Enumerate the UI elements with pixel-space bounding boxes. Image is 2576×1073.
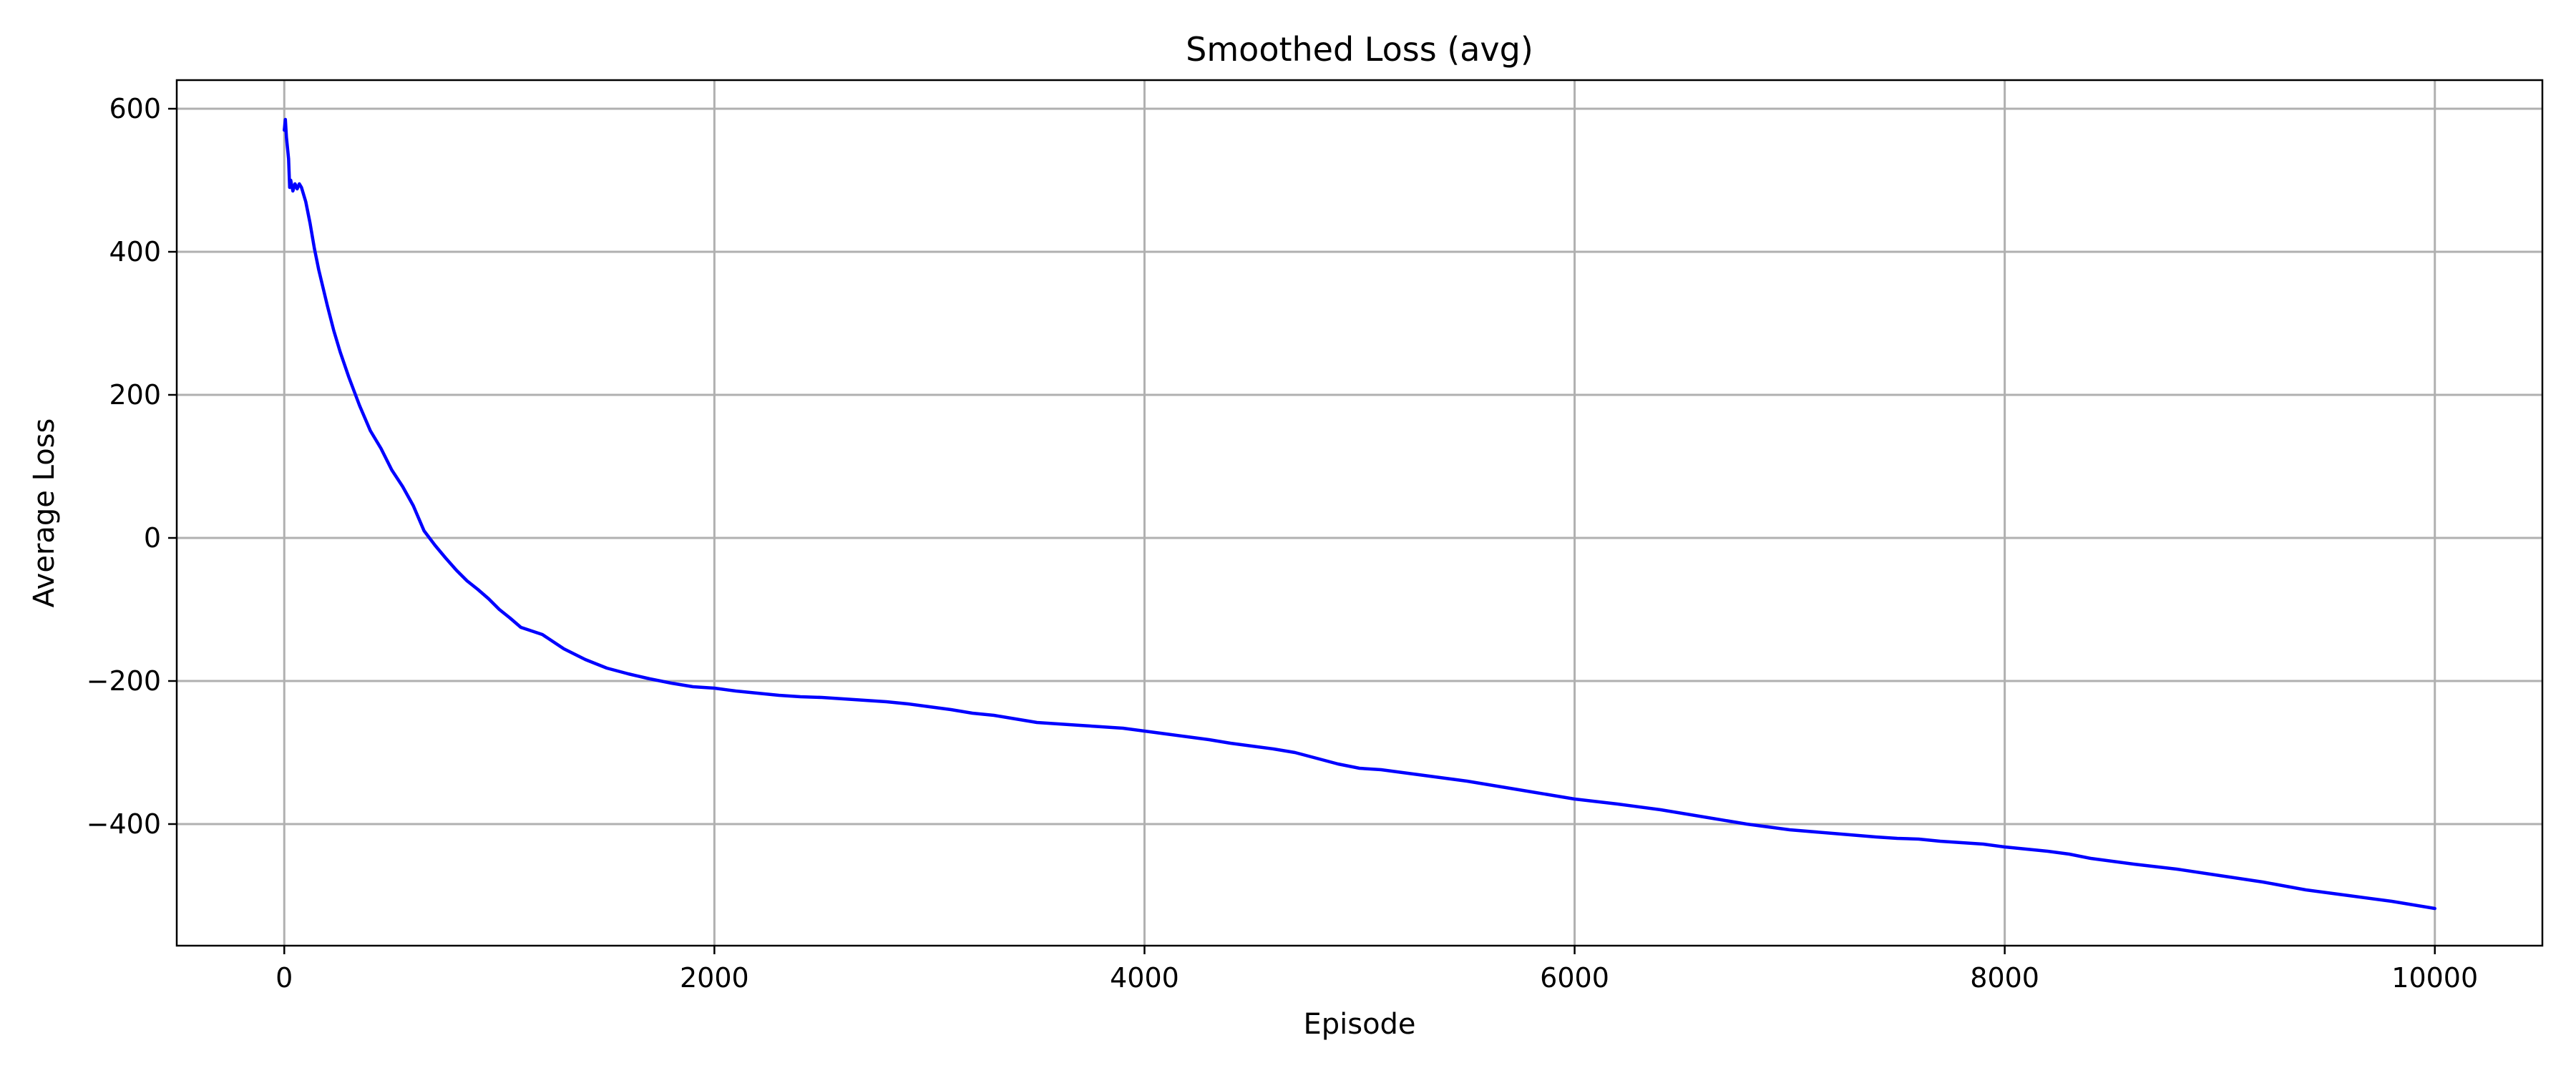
y-tick-label: −400 [87,808,161,840]
y-tick-label: 400 [109,236,161,268]
x-tick-label: 6000 [1540,962,1609,994]
series-line [283,117,2436,911]
series-layer [283,117,2436,911]
x-axis-label: Episode [1303,1008,1415,1041]
chart-title: Smoothed Loss (avg) [1186,30,1533,69]
x-tick-label: 10000 [2391,962,2478,994]
y-tick-label: 600 [109,93,161,124]
y-axis: −400 −200 0 200 400 600 [87,93,177,840]
x-tick-label: 8000 [1970,962,2039,994]
grid [177,80,2542,946]
y-tick-label: −200 [87,665,161,697]
plot-area-frame [175,79,2544,947]
x-tick-label: 4000 [1110,962,1179,994]
x-tick-label: 2000 [680,962,749,994]
y-axis-label: Average Loss [28,418,61,608]
y-tick-label: 200 [109,379,161,411]
x-axis: 0 2000 4000 6000 8000 10000 [275,946,2478,994]
y-tick-label: 0 [144,522,161,554]
x-tick-label: 0 [275,962,293,994]
